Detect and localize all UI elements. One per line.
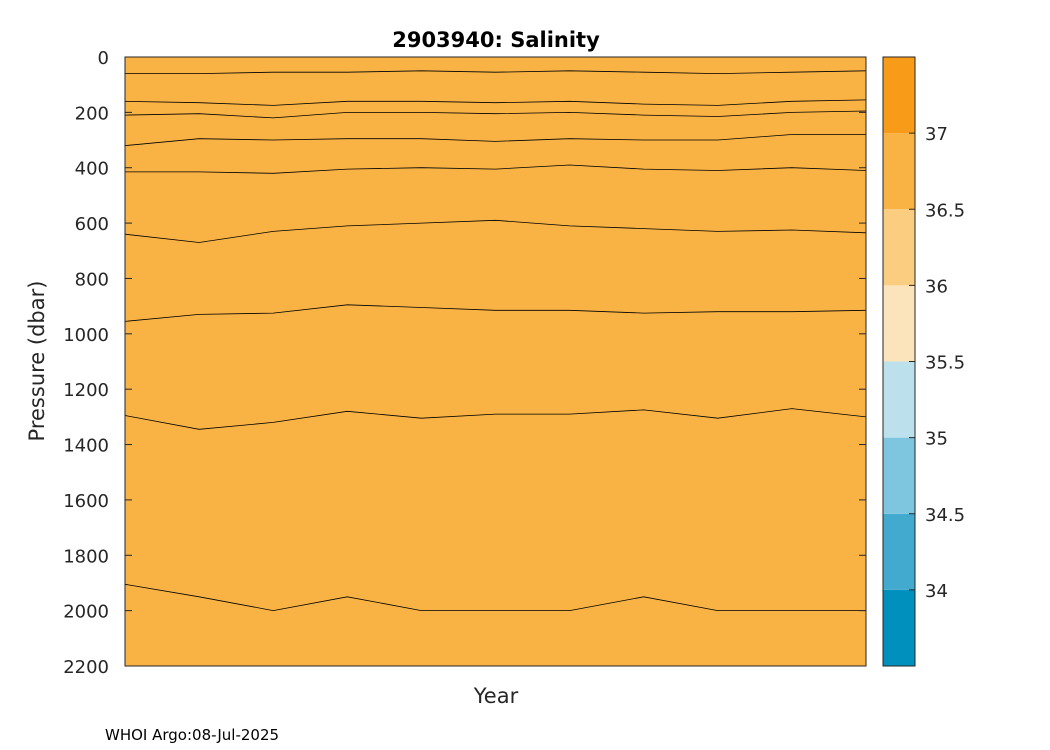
contour-line-extra-1 — [125, 164, 867, 174]
contour-line-5-top — [125, 70, 867, 75]
colorbar-tick-label: 36 — [925, 276, 948, 297]
y-tick-label: 1600 — [63, 491, 109, 512]
y-tick-label: 800 — [75, 269, 109, 290]
colorbar-tick-label: 36.5 — [925, 200, 965, 221]
colorbar-segment — [883, 57, 915, 134]
contour-line-2-top — [124, 134, 866, 146]
contour-line-0-bottom — [124, 583, 866, 612]
y-tick-label: 400 — [75, 159, 109, 180]
y-axis-label: Pressure (dbar) — [25, 281, 49, 442]
y-tick-label: 2200 — [63, 657, 109, 678]
salinity-band-6 — [125, 57, 866, 666]
contour-line-3-top — [124, 110, 867, 119]
y-tick-label: 0 — [98, 48, 109, 69]
contour-line-1-bottom — [124, 304, 867, 322]
plot-area — [124, 57, 867, 667]
colorbar-tick-label: 34.5 — [925, 505, 965, 526]
y-tick-label: 1800 — [63, 546, 109, 567]
contour-line-extra-0 — [124, 408, 867, 430]
y-axis: 0 200 400 600 800 1000 1200 1400 1600 1800 2000 220… — [63, 48, 866, 678]
colorbar: 34 34.5 35 35.5 36 36.5 37 — [882, 56, 965, 667]
colorbar-segment — [883, 437, 915, 514]
chart-title: 2903940: Salinity — [392, 28, 600, 52]
contour-line-1-top — [124, 219, 867, 243]
colorbar-tick-label: 34 — [925, 581, 948, 602]
colorbar-tick-label: 37 — [925, 124, 948, 145]
footer-credit: WHOI Argo:08-Jul-2025 — [105, 726, 280, 744]
y-tick-label: 600 — [75, 214, 109, 235]
colorbar-tick-label: 35 — [925, 429, 948, 450]
colorbar-tick-label: 35.5 — [925, 353, 965, 374]
colorbar-segment — [883, 209, 915, 286]
y-tick-label: 1400 — [63, 436, 109, 457]
x-axis-label: Year — [473, 684, 519, 708]
colorbar-segment — [883, 133, 915, 210]
y-tick-label: 1200 — [63, 380, 109, 401]
y-tick-label: 2000 — [63, 602, 109, 623]
y-tick-label: 200 — [75, 103, 109, 124]
colorbar-segment — [883, 589, 915, 666]
colorbar-segment — [883, 285, 915, 362]
colorbar-segment — [883, 513, 915, 590]
plot-frame — [124, 56, 867, 667]
colorbar-segment — [883, 361, 915, 438]
y-tick-label: 1000 — [63, 325, 109, 346]
contour-line-4-top — [124, 99, 867, 106]
